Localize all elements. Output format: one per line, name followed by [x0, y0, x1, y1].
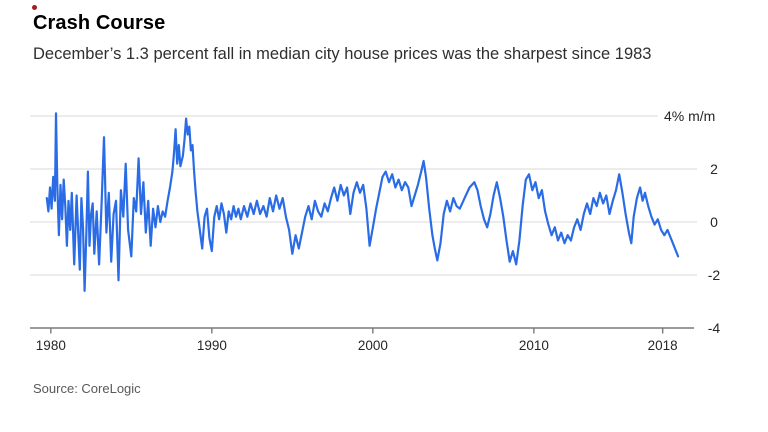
chart-subtitle: December’s 1.3 percent fall in median ci…: [33, 45, 652, 63]
source-label: Source: CoreLogic: [33, 381, 141, 396]
y-tick-label: -4: [708, 320, 721, 336]
y-tick-label: 0: [710, 214, 718, 230]
x-tick-label: 2000: [358, 338, 388, 353]
red-dot: [32, 5, 37, 10]
chart-title: Crash Course: [33, 12, 166, 34]
price-line: [45, 112, 680, 292]
x-tick-label: 2010: [519, 338, 549, 353]
y-tick-label: -2: [708, 267, 721, 283]
x-tick-label: 2018: [648, 338, 678, 353]
x-tick-label: 1990: [197, 338, 227, 353]
y-tick-label: 4% m/m: [664, 108, 715, 124]
x-tick-label: 1980: [36, 338, 66, 353]
y-tick-label: 2: [710, 161, 718, 177]
